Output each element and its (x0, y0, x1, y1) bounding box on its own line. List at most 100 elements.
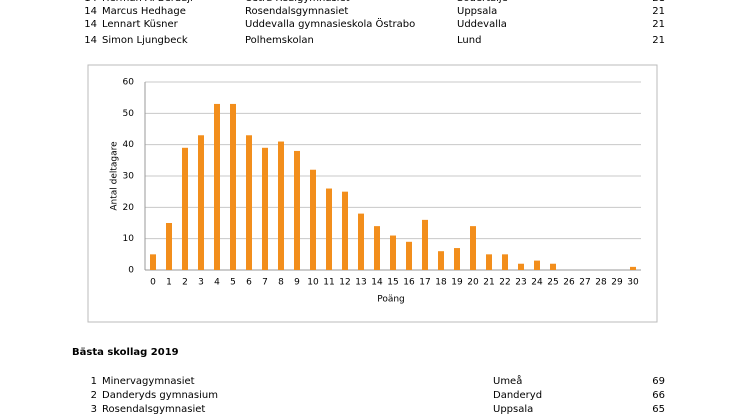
bar (486, 254, 492, 270)
bar (454, 248, 460, 270)
x-tick-label: 0 (150, 278, 156, 288)
x-tick-label: 21 (483, 278, 494, 288)
bar (438, 251, 444, 270)
x-tick-label: 16 (403, 278, 415, 288)
bar (166, 223, 172, 270)
bar (502, 254, 508, 270)
rank: 1 (91, 376, 97, 387)
x-tick-label: 11 (323, 278, 334, 288)
points: 21 (652, 19, 665, 30)
city: Lund (457, 35, 481, 46)
bar (358, 213, 364, 270)
rank: 14 (84, 35, 97, 46)
rank: 14 (84, 0, 97, 4)
city: Uppsala (493, 404, 533, 415)
school: Polhemskolan (245, 35, 314, 46)
x-tick-label: 27 (579, 278, 590, 288)
bar (470, 226, 476, 270)
x-tick-label: 12 (339, 278, 350, 288)
x-tick-label: 22 (499, 278, 510, 288)
x-tick-label: 6 (246, 278, 252, 288)
y-tick-label: 40 (123, 140, 135, 150)
name: Marcus Hedhage (102, 6, 186, 17)
city: Uddevalla (457, 19, 507, 30)
x-tick-label: 17 (419, 278, 430, 288)
x-tick-label: 26 (563, 278, 575, 288)
x-tick-label: 13 (355, 278, 366, 288)
x-tick-label: 14 (371, 278, 383, 288)
bar (182, 147, 188, 270)
x-tick-label: 24 (531, 278, 543, 288)
x-tick-label: 23 (515, 278, 526, 288)
x-tick-label: 20 (467, 278, 479, 288)
x-tick-label: 7 (262, 278, 268, 288)
y-tick-label: 10 (123, 234, 135, 244)
bar (342, 191, 348, 270)
school: Rosendalsgymnasiet (245, 6, 348, 17)
y-tick-label: 20 (123, 203, 135, 213)
x-tick-label: 28 (595, 278, 607, 288)
bar (246, 135, 252, 270)
school: Minervagymnasiet (102, 376, 195, 387)
x-tick-label: 15 (387, 278, 398, 288)
x-tick-label: 1 (166, 278, 172, 288)
x-tick-label: 10 (307, 278, 319, 288)
bar (390, 235, 396, 270)
bar (150, 254, 156, 270)
x-tick-label: 5 (230, 278, 236, 288)
rank: 2 (91, 390, 97, 401)
bar (230, 103, 236, 270)
points: 66 (652, 390, 665, 401)
x-tick-label: 4 (214, 278, 220, 288)
bar (422, 219, 428, 270)
bar (630, 266, 636, 270)
x-tick-label: 9 (294, 278, 300, 288)
points: 21 (652, 6, 665, 17)
bar (406, 241, 412, 270)
section-title: Bästa skollag 2019 (72, 347, 179, 358)
name: Herman Al Berdaji (102, 0, 193, 4)
x-tick-label: 25 (547, 278, 558, 288)
bar (262, 147, 268, 270)
points: 65 (652, 404, 665, 415)
x-tick-label: 3 (198, 278, 204, 288)
bar (326, 188, 332, 270)
school: Uddevalla gymnasieskola Östrabo (245, 17, 415, 30)
bar (374, 226, 380, 270)
x-tick-label: 8 (278, 278, 284, 288)
city: Uppsala (457, 6, 497, 17)
y-tick-label: 30 (123, 172, 135, 182)
y-tick-label: 0 (128, 266, 134, 276)
city: Södertälje (457, 0, 508, 4)
y-tick-label: 60 (123, 78, 135, 88)
points: 69 (652, 376, 665, 387)
city: Umeå (493, 374, 522, 387)
x-tick-label: 19 (451, 278, 463, 288)
bar (310, 169, 316, 270)
x-tick-label: 2 (182, 278, 188, 288)
x-tick-label: 18 (435, 278, 447, 288)
bar (534, 260, 540, 270)
bar (198, 135, 204, 270)
school: Rosendalsgymnasiet (102, 404, 205, 415)
bar (518, 263, 524, 270)
x-tick-label: 30 (627, 278, 639, 288)
school: Danderyds gymnasium (102, 390, 218, 401)
bar (550, 263, 556, 270)
school: Östra Realgymnasiet (245, 0, 350, 4)
rank: 3 (91, 404, 97, 415)
name: Lennart Küsner (102, 19, 179, 30)
chart-frame (87, 64, 658, 323)
bar (278, 141, 284, 270)
name: Simon Ljungbeck (102, 35, 188, 46)
y-axis-label: Antal deltagare (110, 141, 120, 211)
points: 21 (652, 35, 665, 46)
bar (294, 150, 300, 270)
rank: 14 (84, 19, 97, 30)
x-tick-label: 29 (611, 278, 623, 288)
rank: 14 (84, 6, 97, 17)
x-axis-label: Poäng (377, 295, 405, 305)
y-tick-label: 50 (123, 109, 135, 119)
points: 21 (652, 0, 665, 4)
